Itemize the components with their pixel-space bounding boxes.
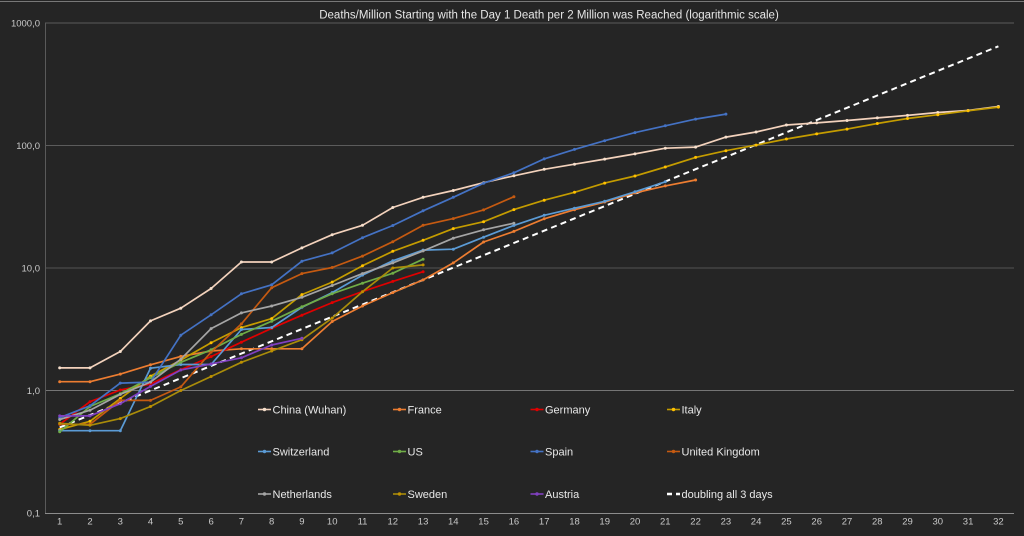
svg-text:100,0: 100,0 [16, 141, 40, 152]
svg-text:10,0: 10,0 [22, 263, 41, 274]
svg-text:11: 11 [358, 517, 368, 528]
svg-text:22: 22 [690, 517, 701, 528]
svg-text:17: 17 [539, 517, 550, 528]
svg-text:3: 3 [118, 517, 123, 528]
svg-text:20: 20 [630, 517, 641, 528]
svg-text:1,0: 1,0 [27, 386, 40, 397]
svg-text:Spain: Spain [545, 446, 573, 458]
svg-text:12: 12 [388, 517, 399, 528]
svg-text:0,1: 0,1 [27, 508, 40, 519]
svg-text:1: 1 [57, 517, 62, 528]
svg-text:28: 28 [872, 517, 883, 528]
svg-text:Germany: Germany [545, 404, 591, 416]
svg-text:19: 19 [599, 517, 610, 528]
svg-text:18: 18 [569, 517, 580, 528]
svg-text:30: 30 [933, 517, 944, 528]
svg-text:10: 10 [327, 517, 338, 528]
svg-text:16: 16 [509, 517, 520, 528]
svg-text:2: 2 [87, 517, 92, 528]
svg-text:6: 6 [208, 517, 213, 528]
svg-text:Sweden: Sweden [408, 489, 448, 501]
svg-text:32: 32 [993, 517, 1004, 528]
svg-text:9: 9 [299, 517, 304, 528]
svg-text:US: US [408, 446, 423, 458]
svg-text:4: 4 [148, 517, 153, 528]
svg-text:31: 31 [963, 517, 974, 528]
svg-text:5: 5 [178, 517, 183, 528]
svg-text:26: 26 [811, 517, 822, 528]
svg-text:United Kingdom: United Kingdom [682, 446, 760, 458]
svg-text:27: 27 [842, 517, 853, 528]
svg-text:Italy: Italy [682, 404, 703, 416]
svg-text:China (Wuhan): China (Wuhan) [273, 404, 347, 416]
svg-text:Switzerland: Switzerland [273, 446, 330, 458]
svg-text:7: 7 [239, 517, 244, 528]
svg-text:29: 29 [902, 517, 913, 528]
svg-text:Netherlands: Netherlands [273, 489, 333, 501]
svg-text:Deaths/Million Starting with t: Deaths/Million Starting with the Day 1 D… [319, 10, 779, 22]
svg-text:France: France [408, 404, 442, 416]
svg-text:21: 21 [660, 517, 671, 528]
svg-text:15: 15 [478, 517, 489, 528]
svg-text:Austria: Austria [545, 489, 580, 501]
svg-text:24: 24 [751, 517, 762, 528]
svg-text:13: 13 [418, 517, 429, 528]
svg-text:doubling all 3 days: doubling all 3 days [682, 489, 774, 501]
svg-text:1000,0: 1000,0 [11, 18, 40, 29]
svg-text:25: 25 [781, 517, 792, 528]
svg-text:8: 8 [269, 517, 274, 528]
svg-text:14: 14 [448, 517, 459, 528]
svg-text:23: 23 [721, 517, 732, 528]
